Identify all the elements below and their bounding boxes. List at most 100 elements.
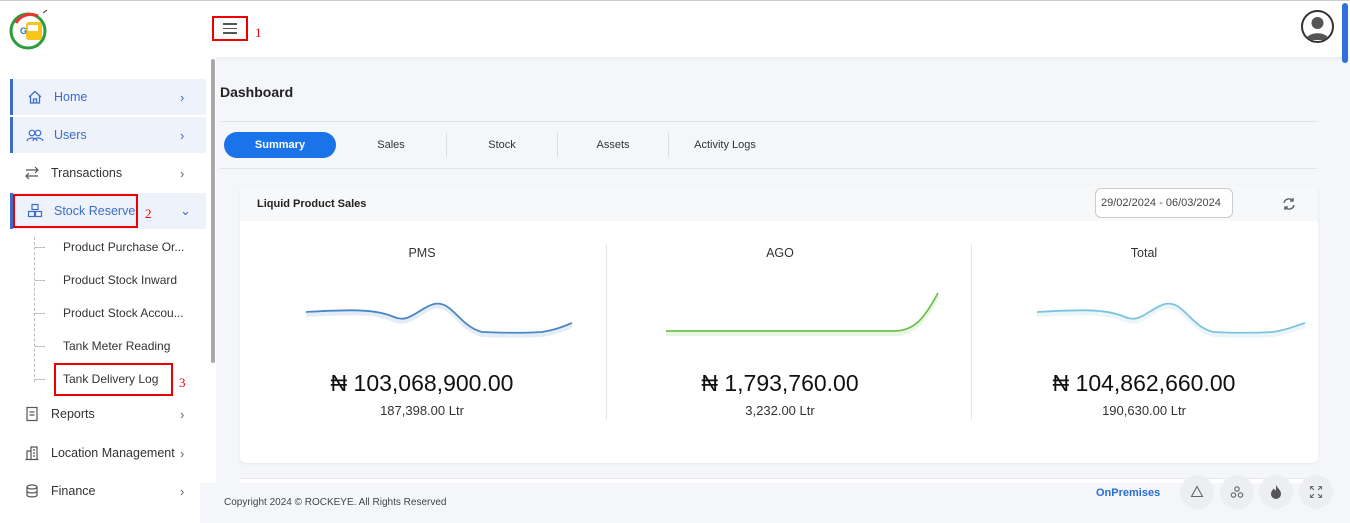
metric-amount: ₦ 103,068,900.00 xyxy=(330,370,514,396)
metric-amount: ₦ 1,793,760.00 xyxy=(701,370,859,396)
tab-summary[interactable]: Summary xyxy=(224,132,336,158)
sidebar-scrollbar[interactable] xyxy=(211,59,215,363)
chevron-right-icon: › xyxy=(180,127,185,143)
sidebar-item-label: Transactions xyxy=(51,166,123,180)
annotation-2: 2 xyxy=(145,206,152,221)
sidebar-item-transactions[interactable]: Transactions › xyxy=(10,155,206,191)
pms-sparkline xyxy=(305,302,573,338)
submenu-branch xyxy=(35,247,45,248)
tab-activity-logs[interactable]: Activity Logs xyxy=(694,139,756,151)
annotation-3: 3 xyxy=(179,375,186,390)
card-title: Liquid Product Sales xyxy=(257,198,367,210)
tab-separator xyxy=(446,133,447,157)
submenu-branch xyxy=(35,280,45,281)
sidebar-item-label: Stock Reserve xyxy=(54,204,136,218)
tab-stock[interactable]: Stock xyxy=(488,139,516,151)
sidebar-item-home[interactable]: Home › xyxy=(10,79,206,115)
submenu-item-tank-meter-reading[interactable]: Tank Meter Reading xyxy=(63,339,171,353)
metric-ago: AGO ₦ 1,793,760.00 3,232.00 Ltr xyxy=(598,246,962,421)
metric-separator xyxy=(971,244,972,420)
total-sparkline xyxy=(1036,302,1306,338)
finance-icon xyxy=(22,481,42,501)
refresh-icon[interactable] xyxy=(1280,195,1298,213)
tab-sales[interactable]: Sales xyxy=(377,139,405,151)
recycle-button[interactable] xyxy=(1180,475,1214,509)
chevron-right-icon: › xyxy=(180,165,185,181)
home-icon xyxy=(25,87,45,107)
sidebar-item-label: Location Management xyxy=(51,446,175,460)
stock-reserve-icon xyxy=(25,201,45,221)
hamburger-menu-button[interactable] xyxy=(212,16,248,41)
submenu-item-product-purchase-order[interactable]: Product Purchase Or... xyxy=(63,240,185,254)
sidebar-item-label: Users xyxy=(54,128,87,142)
svg-text:G: G xyxy=(20,26,27,36)
annotation-1: 1 xyxy=(255,25,262,40)
hamburger-line xyxy=(223,23,237,25)
annotation-box-3 xyxy=(54,363,173,396)
divider xyxy=(220,121,1317,122)
submenu-item-product-stock-inward[interactable]: Product Stock Inward xyxy=(63,273,178,287)
transactions-icon xyxy=(22,163,42,183)
dashboard-tabs: Summary Sales Stock Assets Activity Logs xyxy=(224,132,781,158)
metric-total: Total ₦ 104,862,660.00 190,630.00 Ltr xyxy=(962,246,1326,421)
hamburger-line xyxy=(223,27,237,30)
sidebar-item-label: Finance xyxy=(51,484,96,498)
app-logo-icon[interactable]: G xyxy=(8,9,50,51)
sidebar-item-label: Reports xyxy=(51,407,95,421)
reports-icon xyxy=(22,404,42,424)
liquid-product-sales-card: Liquid Product Sales 29/02/2024 - 06/03/… xyxy=(240,186,1318,463)
top-bar: G 1 xyxy=(0,0,1350,63)
sidebar-item-stock-reserve[interactable]: Stock Reserve ⌄ xyxy=(10,193,206,229)
metric-amount: ₦ 104,862,660.00 xyxy=(1052,370,1236,396)
submenu-item-product-stock-account[interactable]: Product Stock Accou... xyxy=(63,306,184,320)
metric-volume: 187,398.00 Ltr xyxy=(380,403,464,418)
metric-separator xyxy=(606,244,607,420)
chevron-right-icon: › xyxy=(180,406,185,422)
fire-button[interactable] xyxy=(1259,475,1293,509)
sidebar-item-reports[interactable]: Reports › xyxy=(10,396,206,432)
sidebar-item-users[interactable]: Users › xyxy=(10,117,206,153)
card-header: Liquid Product Sales 29/02/2024 - 06/03/… xyxy=(240,186,1318,221)
location-icon xyxy=(22,443,42,463)
submenu-branch xyxy=(35,379,45,380)
fire-icon xyxy=(1271,485,1281,499)
submenu-tree-line xyxy=(34,237,35,382)
chevron-right-icon: › xyxy=(180,89,185,105)
copyright-text: Copyright 2024 © ROCKEYE. All Rights Res… xyxy=(224,497,447,508)
page-scrollbar[interactable] xyxy=(1342,3,1348,63)
metric-name: AGO xyxy=(766,246,794,260)
ago-sparkline xyxy=(666,292,940,336)
sidebar-item-finance[interactable]: Finance › xyxy=(10,473,206,509)
user-avatar[interactable] xyxy=(1301,10,1334,43)
date-range-picker[interactable]: 29/02/2024 - 06/03/2024 xyxy=(1095,188,1233,218)
deployment-mode-label: OnPremises xyxy=(1096,487,1161,499)
fullscreen-button[interactable] xyxy=(1299,475,1333,509)
user-avatar-icon xyxy=(1306,17,1329,40)
chevron-down-icon: ⌄ xyxy=(180,203,191,218)
submenu-branch xyxy=(35,346,45,347)
cluster-icon xyxy=(1230,486,1244,498)
recycle-icon xyxy=(1190,485,1204,498)
tab-separator xyxy=(668,133,669,157)
metric-volume: 3,232.00 Ltr xyxy=(745,403,815,418)
chevron-right-icon: › xyxy=(180,483,185,499)
submenu-branch xyxy=(35,313,45,314)
metric-volume: 190,630.00 Ltr xyxy=(1102,403,1186,418)
tab-separator xyxy=(557,133,558,157)
annotation-box-2 xyxy=(13,194,138,228)
expand-icon xyxy=(1309,485,1323,499)
divider xyxy=(220,168,1317,169)
chevron-right-icon: › xyxy=(180,445,185,461)
sidebar: Home › Users › Transactions › Stock Rese… xyxy=(0,57,216,523)
tab-assets[interactable]: Assets xyxy=(596,139,630,151)
sidebar-item-location-management[interactable]: Location Management › xyxy=(10,435,206,471)
hamburger-line xyxy=(223,32,237,34)
footer: Copyright 2024 © ROCKEYE. All Rights Res… xyxy=(200,475,1350,523)
sidebar-item-label: Home xyxy=(54,90,88,104)
metric-name: Total xyxy=(1130,246,1158,260)
metric-pms: PMS ₦ 103,068,900.00 187,398.00 Ltr xyxy=(240,246,604,421)
users-icon xyxy=(25,125,45,145)
cluster-button[interactable] xyxy=(1220,475,1254,509)
metric-name: PMS xyxy=(408,246,436,260)
page-title: Dashboard xyxy=(220,84,294,100)
